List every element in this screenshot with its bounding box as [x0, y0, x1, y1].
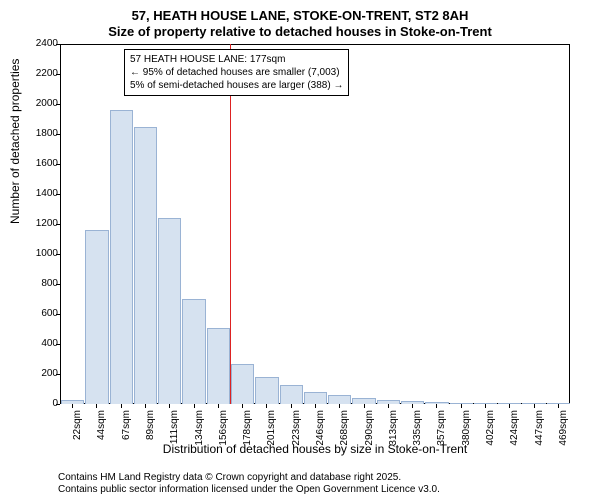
chart-container: 57, HEATH HOUSE LANE, STOKE-ON-TRENT, ST…	[0, 0, 600, 500]
x-tick-mark	[194, 404, 195, 408]
y-tick-mark	[56, 104, 60, 105]
annotation-line3: 5% of semi-detached houses are larger (3…	[130, 79, 343, 92]
x-tick-mark	[461, 404, 462, 408]
y-tick-label: 0	[18, 398, 58, 409]
footer: Contains HM Land Registry data © Crown c…	[58, 472, 440, 496]
x-axis-label: Distribution of detached houses by size …	[60, 442, 570, 456]
y-tick-mark	[56, 194, 60, 195]
footer-line1: Contains HM Land Registry data © Crown c…	[58, 472, 440, 484]
y-tick-label: 2000	[18, 98, 58, 109]
histogram-bar	[377, 400, 400, 405]
x-tick-mark	[509, 404, 510, 408]
x-tick-mark	[485, 404, 486, 408]
x-tick-mark	[534, 404, 535, 408]
x-tick-mark	[388, 404, 389, 408]
histogram-bar	[231, 364, 254, 405]
x-tick-mark	[72, 404, 73, 408]
histogram-bar	[182, 299, 205, 404]
y-tick-label: 1000	[18, 248, 58, 259]
histogram-bar	[401, 401, 424, 404]
y-tick-mark	[56, 254, 60, 255]
y-tick-mark	[56, 344, 60, 345]
y-tick-label: 200	[18, 368, 58, 379]
histogram-bar	[328, 395, 351, 404]
x-tick-mark	[558, 404, 559, 408]
histogram-bar	[85, 230, 108, 404]
histogram-bar	[304, 392, 327, 404]
histogram-bar	[425, 402, 448, 404]
x-tick-mark	[266, 404, 267, 408]
histogram-bar	[474, 403, 497, 404]
x-tick-mark	[242, 404, 243, 408]
footer-line2: Contains public sector information licen…	[58, 484, 440, 496]
y-tick-mark	[56, 44, 60, 45]
histogram-bar	[134, 127, 157, 405]
histogram-bar	[255, 377, 278, 404]
histogram-bar	[110, 110, 133, 404]
y-tick-label: 1600	[18, 158, 58, 169]
y-tick-label: 1800	[18, 128, 58, 139]
histogram-bar	[352, 398, 375, 404]
chart-title-line2: Size of property relative to detached ho…	[0, 24, 600, 39]
histogram-bar	[207, 328, 230, 405]
y-tick-mark	[56, 404, 60, 405]
y-tick-label: 1400	[18, 188, 58, 199]
histogram-bar	[158, 218, 181, 404]
x-tick-mark	[121, 404, 122, 408]
histogram-bar	[498, 403, 521, 404]
y-axis-label: Number of detached properties	[8, 59, 22, 224]
y-tick-mark	[56, 224, 60, 225]
x-tick-mark	[218, 404, 219, 408]
x-tick-mark	[436, 404, 437, 408]
y-tick-label: 2400	[18, 38, 58, 49]
y-tick-mark	[56, 284, 60, 285]
x-tick-mark	[145, 404, 146, 408]
y-tick-label: 800	[18, 278, 58, 289]
y-tick-label: 600	[18, 308, 58, 319]
x-tick-mark	[169, 404, 170, 408]
y-tick-label: 2200	[18, 68, 58, 79]
chart-title-line1: 57, HEATH HOUSE LANE, STOKE-ON-TRENT, ST…	[0, 8, 600, 23]
histogram-bar	[450, 403, 473, 405]
annotation-line1: 57 HEATH HOUSE LANE: 177sqm	[130, 53, 343, 66]
y-tick-mark	[56, 314, 60, 315]
x-tick-mark	[96, 404, 97, 408]
histogram-bar	[547, 403, 570, 404]
x-tick-mark	[412, 404, 413, 408]
reference-line	[230, 44, 231, 404]
histogram-bar	[61, 400, 84, 405]
x-tick-mark	[315, 404, 316, 408]
y-tick-label: 400	[18, 338, 58, 349]
y-tick-mark	[56, 134, 60, 135]
annotation-box: 57 HEATH HOUSE LANE: 177sqm ← 95% of det…	[124, 49, 349, 96]
annotation-line2: ← 95% of detached houses are smaller (7,…	[130, 66, 343, 79]
x-tick-mark	[291, 404, 292, 408]
y-tick-mark	[56, 374, 60, 375]
x-tick-mark	[364, 404, 365, 408]
y-tick-mark	[56, 164, 60, 165]
y-tick-mark	[56, 74, 60, 75]
y-tick-label: 1200	[18, 218, 58, 229]
histogram-bar	[522, 403, 545, 404]
histogram-bar	[280, 385, 303, 405]
x-tick-mark	[339, 404, 340, 408]
